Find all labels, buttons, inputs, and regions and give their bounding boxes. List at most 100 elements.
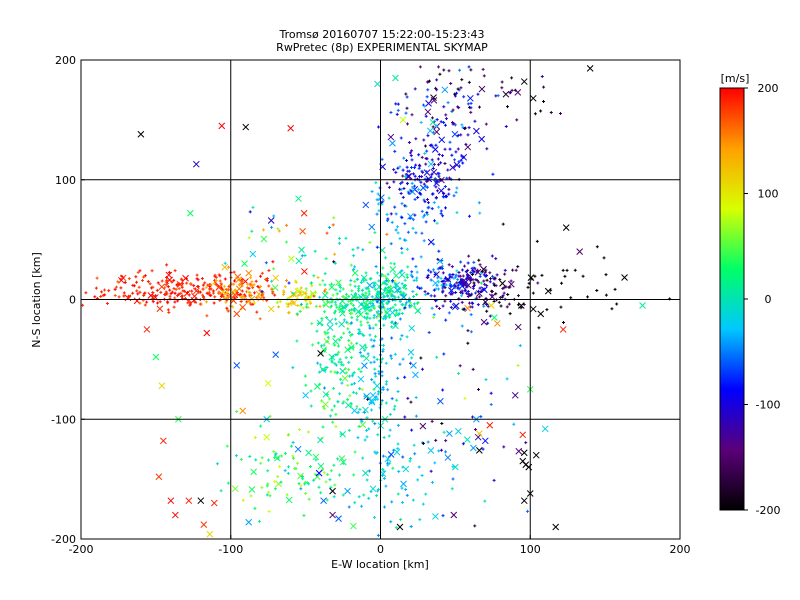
dot-marker <box>406 169 410 173</box>
dot-marker <box>385 277 389 281</box>
dot-marker <box>378 364 382 368</box>
x-tick-label: 0 <box>377 543 384 556</box>
dot-marker <box>506 105 510 109</box>
dot-marker <box>500 86 504 90</box>
dot-marker <box>283 285 287 289</box>
cross-marker <box>155 473 163 481</box>
cross-marker <box>488 293 496 301</box>
dot-marker <box>393 205 397 209</box>
dot-marker <box>399 517 403 521</box>
dot-marker <box>167 270 171 274</box>
dot-marker <box>441 514 445 518</box>
dot-marker <box>134 275 138 279</box>
dot-marker <box>323 287 327 291</box>
dot-marker <box>333 261 337 265</box>
dot-marker <box>296 294 300 298</box>
dot-marker <box>400 251 404 255</box>
dot-marker <box>424 220 428 224</box>
cross-marker <box>480 318 488 326</box>
dot-marker <box>250 280 254 284</box>
dot-marker <box>450 289 454 293</box>
dot-marker <box>398 362 402 366</box>
dot-marker <box>103 293 107 297</box>
dot-marker <box>376 125 380 129</box>
dot-marker <box>117 295 121 299</box>
dot-marker <box>361 248 365 252</box>
dot-marker <box>137 285 141 289</box>
dot-marker <box>202 295 206 299</box>
dot-marker <box>477 201 481 205</box>
dot-marker <box>376 192 380 196</box>
dot-marker <box>389 261 393 265</box>
dot-marker <box>424 492 428 496</box>
dot-marker <box>366 320 370 324</box>
dot-marker <box>301 306 305 310</box>
dot-marker <box>267 509 271 513</box>
cross-marker <box>464 143 472 151</box>
dot-marker <box>323 310 327 314</box>
dot-marker <box>383 274 387 278</box>
cross-marker <box>405 172 413 180</box>
dot-marker <box>264 277 268 281</box>
x-tick-label: 200 <box>670 543 691 556</box>
dot-marker <box>499 304 503 308</box>
dot-marker <box>444 318 448 322</box>
cross-marker <box>186 209 194 217</box>
dot-marker <box>289 444 293 448</box>
dot-marker <box>461 274 465 278</box>
x-axis-label: E-W location [km] <box>331 558 429 571</box>
dot-marker <box>209 287 213 291</box>
cross-marker <box>305 449 312 457</box>
dot-marker <box>270 225 274 229</box>
dot-marker <box>406 265 410 269</box>
dot-marker <box>442 352 446 356</box>
dot-marker <box>173 269 177 273</box>
dot-marker <box>390 336 394 340</box>
cross-marker <box>368 223 376 231</box>
cross-marker <box>586 65 594 72</box>
dot-marker <box>340 381 344 385</box>
dot-marker <box>283 469 287 473</box>
dot-marker <box>432 242 436 246</box>
dot-marker <box>314 458 318 462</box>
cross-marker <box>221 263 229 271</box>
dot-marker <box>473 119 477 123</box>
dot-marker <box>365 300 369 304</box>
dot-marker <box>381 454 385 458</box>
dot-marker <box>391 466 395 470</box>
dot-marker <box>131 291 135 295</box>
dot-marker <box>477 258 481 262</box>
dot-marker <box>338 338 342 342</box>
dot-marker <box>239 458 243 462</box>
dot-marker <box>335 305 339 309</box>
dot-marker <box>463 264 467 268</box>
dot-marker <box>504 124 508 128</box>
dot-marker <box>437 163 441 167</box>
dot-marker <box>455 281 459 285</box>
dot-marker <box>478 263 482 267</box>
dot-marker <box>481 269 485 273</box>
dot-marker <box>372 360 376 364</box>
dot-marker <box>316 341 320 345</box>
dot-marker <box>223 277 227 281</box>
dot-marker <box>316 276 320 280</box>
cross-marker <box>295 195 302 203</box>
dot-marker <box>415 270 419 274</box>
dot-marker <box>213 295 217 299</box>
dot-marker <box>122 291 126 295</box>
dot-marker <box>277 229 281 233</box>
cross-marker <box>264 379 272 387</box>
cross-marker <box>466 94 474 102</box>
dot-marker <box>328 397 332 401</box>
dot-marker <box>427 330 431 334</box>
colorbar-unit-label: [m/s] <box>721 72 750 85</box>
dot-marker <box>365 304 369 308</box>
dot-marker <box>437 249 441 253</box>
dot-marker <box>454 190 458 194</box>
dot-marker <box>248 301 252 305</box>
cross-marker <box>482 298 489 306</box>
dot-marker <box>249 276 253 280</box>
dot-marker <box>225 306 229 310</box>
dot-marker <box>257 285 261 289</box>
dot-marker <box>437 280 441 284</box>
